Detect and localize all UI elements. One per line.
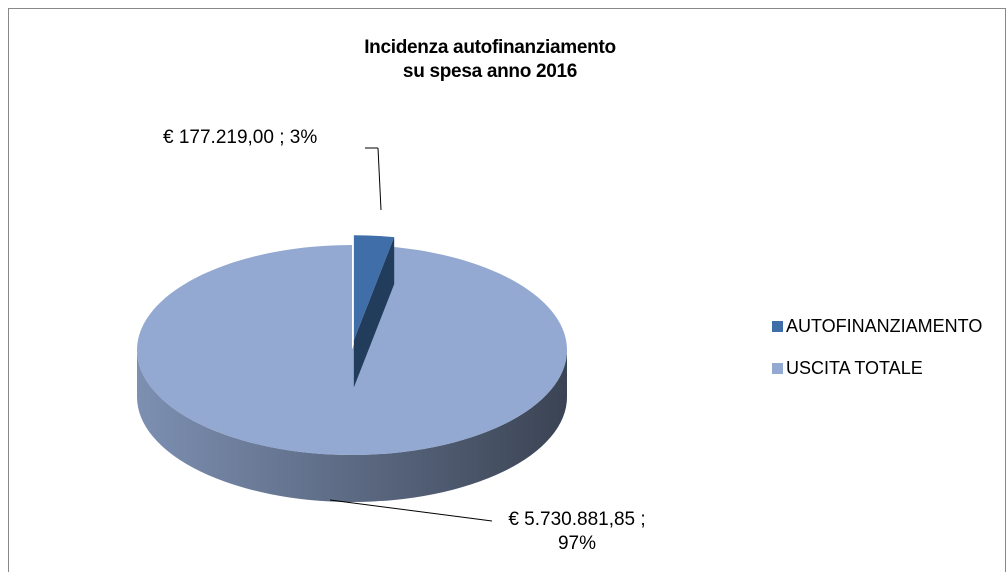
leader-line bbox=[377, 147, 382, 211]
pie bbox=[137, 235, 568, 502]
slice-side-shade bbox=[137, 350, 567, 502]
slice-cut-face bbox=[353, 237, 395, 388]
data-label: € 177.219,00 ; 3% bbox=[163, 127, 318, 148]
legend-label: USCITA TOTALE bbox=[786, 358, 923, 378]
slice bbox=[353, 235, 395, 388]
slice-shade bbox=[353, 237, 395, 388]
slice-top bbox=[137, 245, 568, 455]
leader-line bbox=[329, 499, 493, 522]
data-label: € 5.730.881,85 ; 97% bbox=[508, 509, 646, 554]
legend-label: AUTOFINANZIAMENTO bbox=[786, 316, 983, 336]
legend-swatch bbox=[772, 363, 783, 374]
legend-swatch bbox=[772, 321, 783, 332]
slice-top bbox=[353, 235, 395, 341]
chart-title: Incidenza autofinanziamento su spesa ann… bbox=[364, 37, 616, 82]
